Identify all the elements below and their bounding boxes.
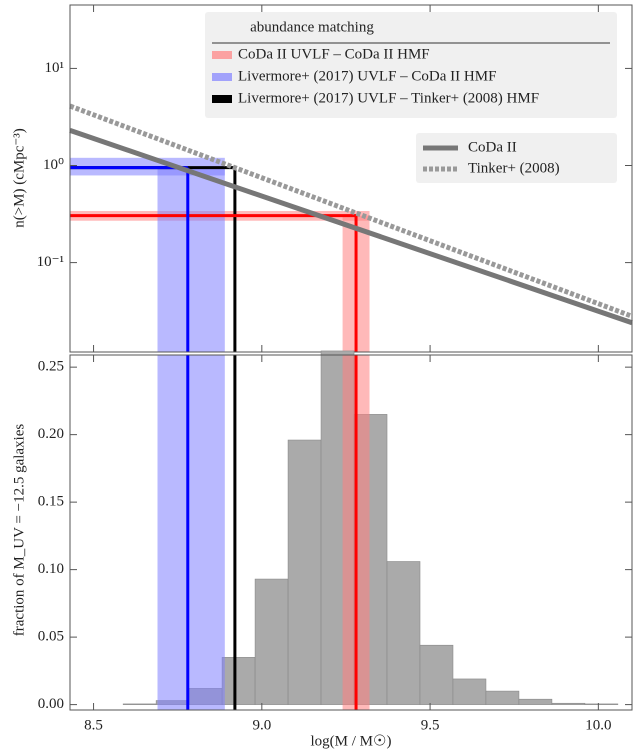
- histogram-bar: [485, 690, 520, 705]
- y-tick-label: 10⁻¹: [37, 254, 64, 270]
- legend-box: [416, 133, 617, 183]
- histogram-bar: [287, 439, 322, 705]
- legend-box: [205, 12, 617, 118]
- y-axis-label: n(>M) (cMpc⁻³): [11, 128, 27, 228]
- legend-label: Livermore+ (2017) UVLF – Tinker+ (2008) …: [238, 90, 539, 106]
- histogram-bar: [221, 657, 256, 705]
- histogram-bar: [551, 702, 586, 705]
- legend-swatch: [212, 73, 232, 81]
- histogram-bar: [122, 703, 157, 705]
- y-tick-label: 10¹: [45, 60, 65, 76]
- histogram-bar: [584, 703, 619, 705]
- mass-function-line: [69, 103, 633, 319]
- histogram-bar: [386, 561, 421, 705]
- y-tick-label: 0.00: [38, 696, 64, 712]
- legend-label: CoDa II: [468, 139, 517, 155]
- y-axis-label: fraction of M_UV = −12.5 galaxies: [11, 424, 27, 637]
- y-tick-label: 0.20: [38, 426, 64, 442]
- y-tick-label: 0.05: [38, 629, 64, 645]
- x-tick-label: 9.0: [252, 717, 271, 733]
- histogram-bar: [254, 578, 289, 705]
- legend-swatch: [212, 51, 232, 59]
- x-axis-label: log(M / M☉): [311, 733, 392, 749]
- legend-title: abundance matching: [250, 19, 374, 35]
- mass-band: [157, 355, 225, 710]
- y-tick-label: 0.15: [38, 494, 64, 510]
- histogram-bar: [452, 678, 487, 705]
- legend-label: CoDa II UVLF – CoDa II HMF: [238, 46, 430, 62]
- y-tick-label: 0.25: [38, 359, 64, 375]
- y-tick-label: 0.10: [38, 561, 64, 577]
- plot-frame: [69, 354, 633, 711]
- x-tick-label: 9.5: [421, 717, 440, 733]
- mass-band: [157, 167, 225, 352]
- legend-label: Tinker+ (2008): [468, 160, 560, 176]
- y-tick-label: 10⁰: [43, 157, 64, 173]
- mass-function-line: [69, 128, 633, 326]
- legend-label: Livermore+ (2017) UVLF – CoDa II HMF: [238, 68, 496, 84]
- histogram-bar: [419, 644, 454, 705]
- legend-swatch: [212, 95, 232, 103]
- x-tick-label: 8.5: [84, 717, 103, 733]
- histogram-bar: [518, 698, 553, 705]
- x-tick-label: 10.0: [585, 717, 611, 733]
